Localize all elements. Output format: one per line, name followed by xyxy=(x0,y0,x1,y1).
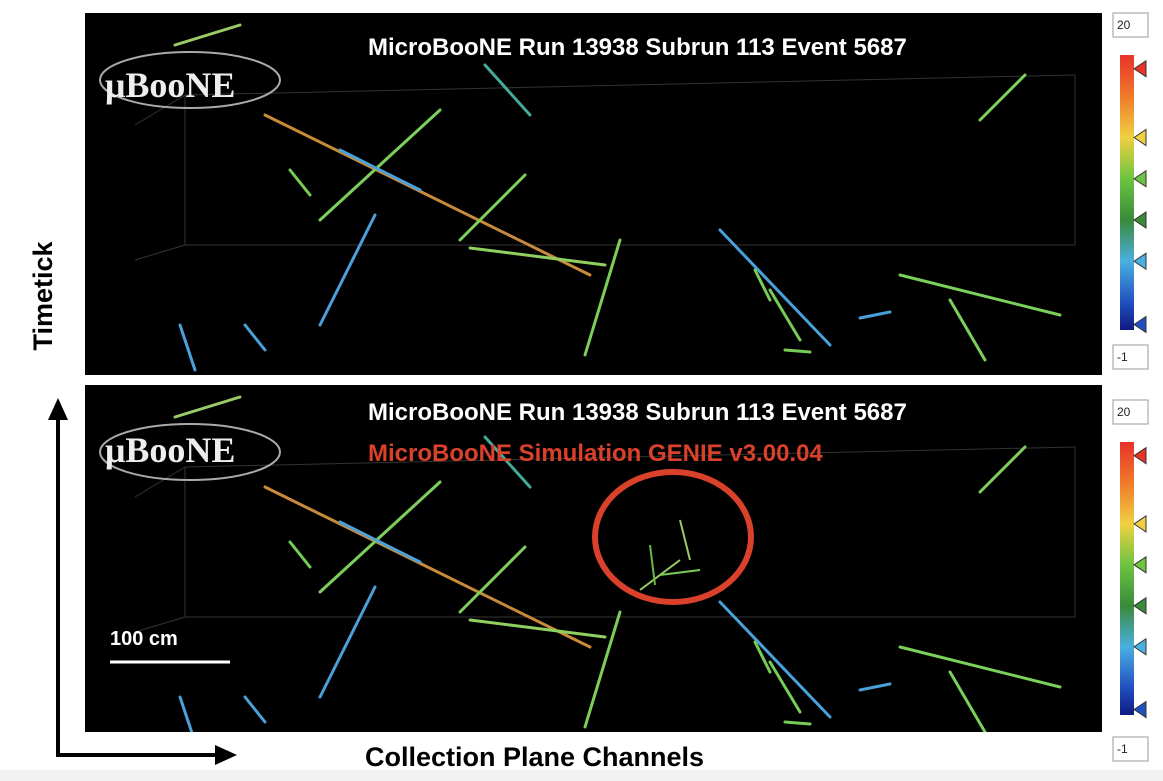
colorbar-handle xyxy=(1133,252,1147,271)
track xyxy=(318,213,377,327)
scale-label: 100 cm xyxy=(110,628,178,650)
track xyxy=(178,695,194,732)
track xyxy=(338,148,422,192)
colorbar-max-box xyxy=(1112,399,1149,425)
detector-outline xyxy=(134,466,186,498)
track xyxy=(288,540,312,569)
panel xyxy=(99,395,1076,732)
track xyxy=(458,173,527,242)
track xyxy=(753,640,772,674)
track xyxy=(173,23,242,47)
arrow-head xyxy=(48,398,68,420)
logo: μBooNE xyxy=(105,65,235,105)
colorbar-handle xyxy=(1133,555,1147,574)
x-axis-label: Collection Plane Channels xyxy=(365,742,704,772)
track xyxy=(288,168,312,197)
track xyxy=(858,310,892,320)
track xyxy=(483,63,532,117)
logo-swoosh xyxy=(99,51,281,109)
detector-outline xyxy=(184,74,1076,96)
panel xyxy=(99,23,1076,372)
colorbar-handle xyxy=(1133,637,1147,656)
colorbar-max: 20 xyxy=(1117,18,1131,32)
detector-outline xyxy=(134,94,186,126)
track xyxy=(458,545,527,614)
colorbar-handle xyxy=(1133,315,1147,334)
track xyxy=(783,720,812,726)
colorbar-handle xyxy=(1133,128,1147,147)
track xyxy=(948,670,987,732)
colorbar-max-box xyxy=(1112,12,1149,38)
colorbar-min: -1 xyxy=(1117,742,1128,756)
colorbar-handle xyxy=(1133,596,1147,615)
track xyxy=(898,273,1062,317)
panel-subtitle: MicroBooNE Simulation GENIE v3.00.04 xyxy=(368,440,823,467)
track xyxy=(679,519,691,561)
track xyxy=(978,73,1027,122)
track xyxy=(768,288,802,342)
track xyxy=(783,348,812,354)
colorbar-handle xyxy=(1133,211,1147,229)
track xyxy=(173,395,242,419)
track xyxy=(898,645,1062,689)
colorbar-handle xyxy=(1133,700,1147,719)
track xyxy=(263,113,592,277)
arrow-head xyxy=(215,745,237,765)
colorbar-handle xyxy=(1133,59,1147,78)
track xyxy=(768,660,802,714)
colorbar-min: -1 xyxy=(1117,350,1128,364)
track xyxy=(318,480,442,594)
colorbar-handle xyxy=(1133,169,1147,188)
detector-outline xyxy=(134,244,186,261)
track xyxy=(948,298,987,362)
track xyxy=(483,435,532,489)
track xyxy=(318,108,442,222)
track xyxy=(583,610,622,729)
track xyxy=(468,618,607,639)
logo: μBooNE xyxy=(105,430,235,470)
highlight-circle xyxy=(592,469,754,605)
track xyxy=(318,585,377,699)
footer-strip xyxy=(0,770,1163,781)
panel-background xyxy=(85,385,1102,732)
track xyxy=(649,544,656,586)
track xyxy=(468,246,607,267)
panel-title: MicroBooNE Run 13938 Subrun 113 Event 56… xyxy=(368,399,907,426)
track xyxy=(243,695,267,724)
logo-swoosh xyxy=(99,423,281,481)
track xyxy=(583,238,622,357)
track xyxy=(718,600,832,719)
panel-background xyxy=(85,13,1102,375)
colorbar xyxy=(1120,442,1134,715)
colorbar-handle xyxy=(1133,446,1147,465)
track xyxy=(659,569,701,576)
colorbar xyxy=(1120,55,1134,330)
track xyxy=(178,323,197,372)
track xyxy=(718,228,832,347)
colorbar-max: 20 xyxy=(1117,405,1131,419)
colorbar-min-box xyxy=(1112,344,1149,370)
detector-outline xyxy=(184,446,1076,468)
track xyxy=(753,268,772,302)
track xyxy=(243,323,267,352)
track xyxy=(263,485,592,649)
colorbar-min-box xyxy=(1112,736,1149,762)
y-axis-label: Timetick xyxy=(28,240,58,350)
track xyxy=(338,520,422,564)
colorbar-handle xyxy=(1133,514,1147,533)
detector-outline xyxy=(134,616,186,633)
track xyxy=(978,445,1027,494)
track xyxy=(858,682,892,692)
panel-title: MicroBooNE Run 13938 Subrun 113 Event 56… xyxy=(368,34,907,61)
